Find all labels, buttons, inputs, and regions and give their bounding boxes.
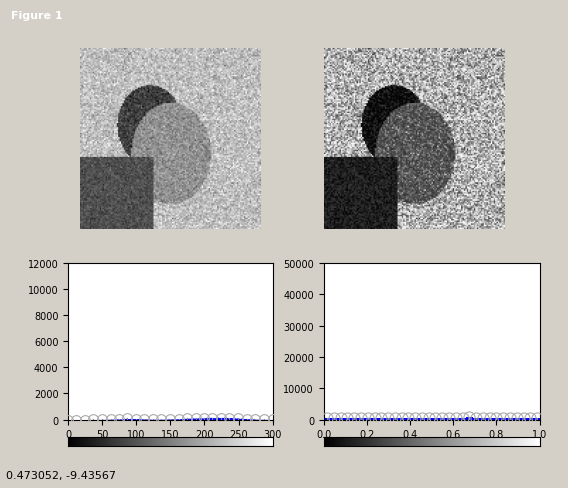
Text: 0.473052, -9.43567: 0.473052, -9.43567 xyxy=(6,469,116,480)
Text: Figure 1: Figure 1 xyxy=(11,11,63,21)
